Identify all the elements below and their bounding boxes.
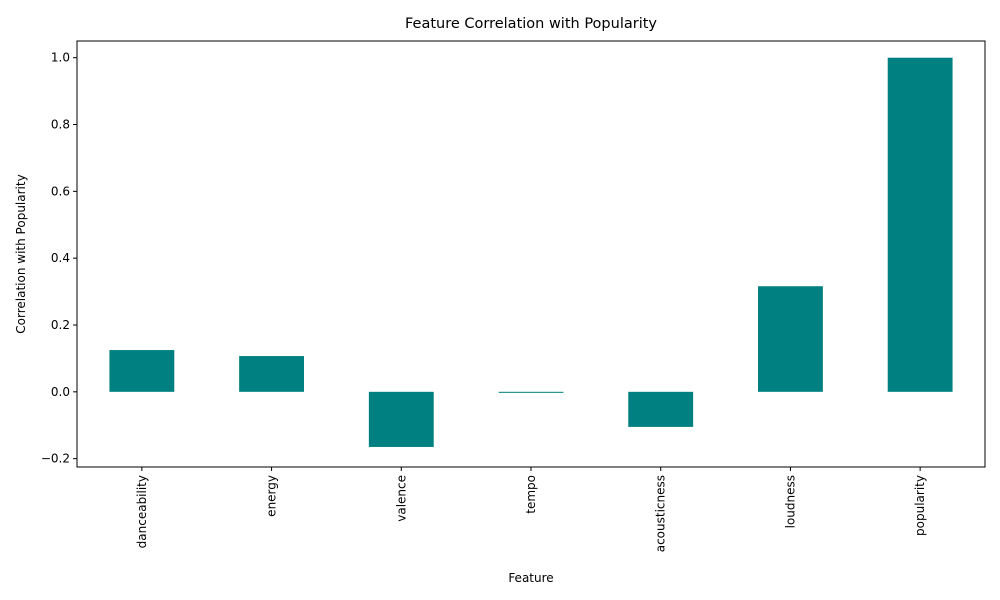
x-tick-label: danceability	[135, 475, 149, 548]
chart-title: Feature Correlation with Popularity	[405, 16, 657, 32]
x-tick-label: energy	[265, 475, 279, 517]
y-tick-label: 0.6	[51, 184, 70, 198]
x-tick-label: acousticness	[654, 475, 668, 552]
bars	[109, 57, 953, 447]
y-tick-label: 1.0	[51, 51, 70, 65]
y-tick-label: 0.4	[51, 251, 70, 265]
y-tick-label: 0.2	[51, 318, 70, 332]
y-tick-label: −0.2	[41, 452, 70, 466]
bar-valence	[368, 391, 434, 447]
y-axis-ticks: −0.2 0.0 0.2 0.4 0.6 0.8 1.0	[41, 51, 77, 466]
bar-danceability	[109, 350, 175, 392]
x-tick-label: valence	[394, 475, 408, 522]
x-tick-label: popularity	[913, 475, 927, 536]
y-tick-label: 0.8	[51, 118, 70, 132]
bar-acousticness	[628, 391, 694, 427]
axes-frame	[76, 40, 986, 468]
x-tick-label: loudness	[783, 475, 797, 528]
bar-loudness	[758, 286, 823, 392]
x-tick-label: tempo	[524, 475, 538, 514]
y-axis-label: Correlation with Popularity	[14, 174, 28, 333]
bar-tempo	[498, 391, 564, 393]
bar-popularity	[887, 57, 953, 392]
bar-energy	[239, 356, 304, 392]
x-axis-label: Feature	[508, 571, 553, 585]
x-axis-ticks: danceability energy valence tempo acousticne…	[135, 467, 927, 552]
y-tick-label: 0.0	[51, 385, 70, 399]
